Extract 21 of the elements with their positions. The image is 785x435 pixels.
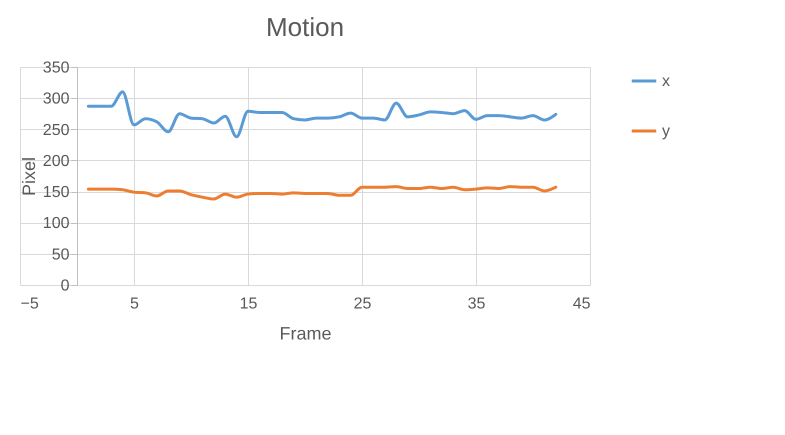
x-tick-label: 15 [240, 296, 258, 312]
chart-title: Motion [266, 12, 344, 42]
line-series [86, 90, 558, 138]
legend-label: x [662, 73, 670, 90]
y-axis-title: Pixel [18, 156, 39, 196]
y-tick-label: 0 [60, 278, 70, 294]
legend-label: y [662, 123, 670, 140]
y-tick-label: 300 [42, 90, 70, 108]
x-tick-label: 35 [468, 296, 486, 312]
y-tick-label: 350 [42, 60, 70, 76]
x-axis-title: Frame [279, 324, 332, 344]
x-tick-label: 5 [130, 296, 140, 312]
y-tick-label: 200 [42, 152, 70, 170]
y-tick-label: 50 [52, 246, 70, 264]
y-tick-label: 100 [42, 215, 70, 232]
y-tick-label: 150 [42, 184, 70, 202]
x-tick-label: 25 [354, 296, 372, 312]
y-tick-label: 250 [42, 122, 70, 139]
x-tick-label: −5 [20, 296, 39, 312]
x-tick-label: 45 [572, 296, 591, 312]
line-series [86, 185, 558, 201]
